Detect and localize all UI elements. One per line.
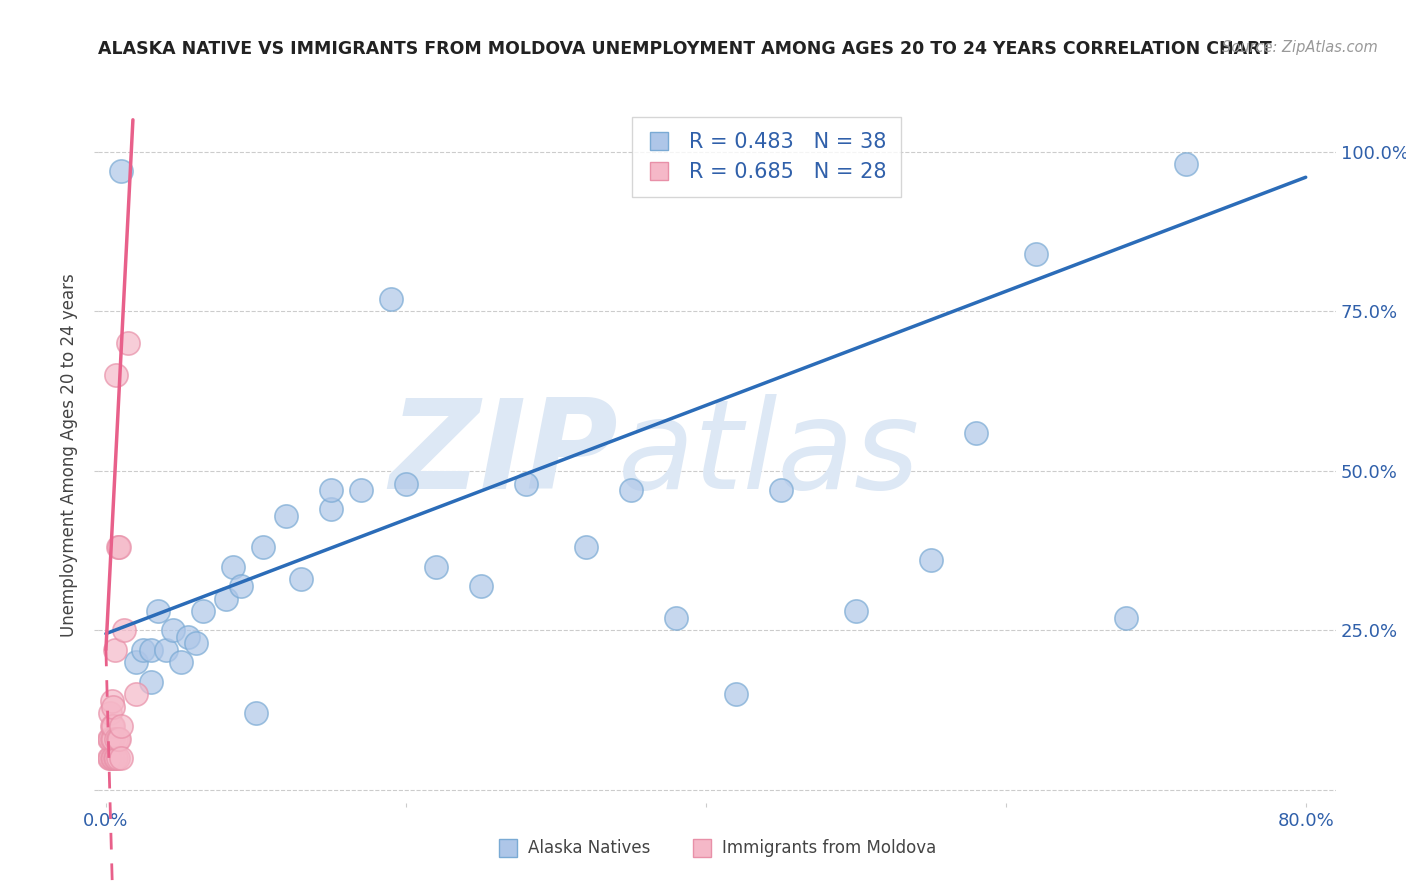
Point <box>103 731 125 746</box>
Legend: Alaska Natives, Immigrants from Moldova: Alaska Natives, Immigrants from Moldova <box>491 833 943 864</box>
Point <box>103 719 125 733</box>
Point <box>470 579 492 593</box>
Point <box>319 483 342 497</box>
Point <box>103 751 125 765</box>
Point <box>769 483 792 497</box>
Point <box>229 579 252 593</box>
Point <box>110 164 132 178</box>
Point <box>724 687 747 701</box>
Point <box>319 502 342 516</box>
Point <box>100 751 122 765</box>
Point <box>395 476 418 491</box>
Point <box>148 604 170 618</box>
Point <box>350 483 373 497</box>
Point <box>110 751 132 765</box>
Point <box>110 719 132 733</box>
Point <box>425 559 447 574</box>
Point <box>515 476 537 491</box>
Point <box>845 604 868 618</box>
Point <box>139 674 162 689</box>
Point <box>222 559 245 574</box>
Point <box>170 656 193 670</box>
Point <box>575 541 598 555</box>
Y-axis label: Unemployment Among Ages 20 to 24 years: Unemployment Among Ages 20 to 24 years <box>60 273 79 637</box>
Point <box>1115 610 1137 624</box>
Point <box>104 642 127 657</box>
Point <box>125 656 148 670</box>
Point <box>1174 157 1197 171</box>
Point <box>1025 247 1047 261</box>
Text: atlas: atlas <box>619 394 920 516</box>
Point <box>103 700 125 714</box>
Point <box>380 292 402 306</box>
Point <box>274 508 297 523</box>
Point <box>132 642 155 657</box>
Point <box>155 642 177 657</box>
Point <box>920 553 942 567</box>
Point <box>100 706 122 721</box>
Point <box>665 610 688 624</box>
Point <box>215 591 238 606</box>
Point <box>245 706 267 721</box>
Point <box>107 541 129 555</box>
Point <box>620 483 643 497</box>
Point <box>107 731 129 746</box>
Point <box>101 731 124 746</box>
Point <box>162 624 184 638</box>
Point <box>108 541 131 555</box>
Text: ALASKA NATIVE VS IMMIGRANTS FROM MOLDOVA UNEMPLOYMENT AMONG AGES 20 TO 24 YEARS : ALASKA NATIVE VS IMMIGRANTS FROM MOLDOVA… <box>98 40 1272 58</box>
Point <box>117 336 139 351</box>
Point <box>184 636 207 650</box>
Point <box>965 425 987 440</box>
Point <box>101 694 124 708</box>
Point <box>104 751 127 765</box>
Point <box>101 751 124 765</box>
Text: Source: ZipAtlas.com: Source: ZipAtlas.com <box>1222 40 1378 55</box>
Text: ZIP: ZIP <box>389 394 619 516</box>
Point <box>139 642 162 657</box>
Point <box>97 751 120 765</box>
Point <box>112 624 135 638</box>
Point <box>252 541 274 555</box>
Point <box>97 731 120 746</box>
Point <box>101 719 124 733</box>
Point <box>107 751 129 765</box>
Point <box>193 604 215 618</box>
Point <box>125 687 148 701</box>
Point <box>100 731 122 746</box>
Point <box>105 368 128 383</box>
Point <box>177 630 200 644</box>
Point <box>105 731 128 746</box>
Point <box>108 731 131 746</box>
Point <box>290 573 312 587</box>
Point <box>105 751 128 765</box>
